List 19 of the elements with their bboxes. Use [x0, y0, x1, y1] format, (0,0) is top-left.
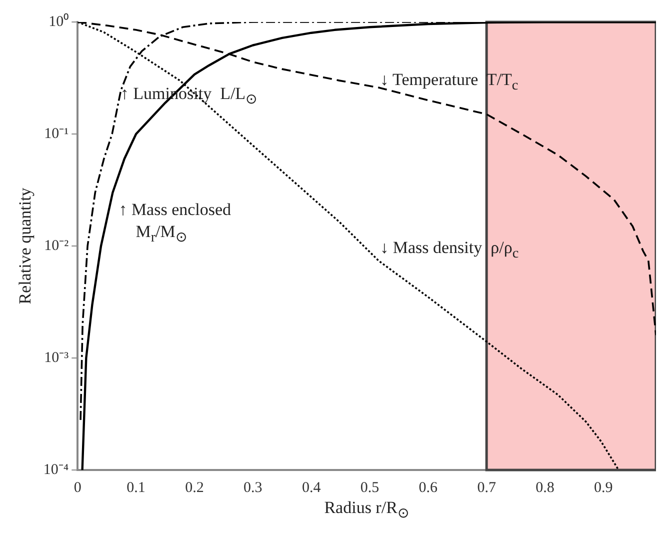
- annotation: ↑ Mass enclosed M$_{r}$/M$_{⊙}$: [118, 199, 232, 248]
- x-tick-label: 0.9: [594, 480, 613, 496]
- y-tick-label: 10⁻⁴: [43, 462, 69, 478]
- x-tick-label: 0.2: [185, 480, 204, 496]
- y-axis-title: Relative quantity: [16, 187, 35, 304]
- x-tick-label: 0.6: [418, 480, 438, 496]
- y-tick-label: 10⁻³: [44, 350, 70, 366]
- x-tick-label: 0.7: [477, 480, 496, 496]
- x-tick-label: 0.3: [244, 480, 262, 496]
- x-tick-label: 0: [74, 480, 82, 496]
- y-tick-label: 10⁻¹: [44, 126, 69, 142]
- y-tick-label: 10⁻²: [44, 238, 70, 254]
- x-axis-title: Radius r/R$_{⊙}$: [324, 498, 410, 522]
- annotation: ↓ Mass density ρ/ρ$_{c}$: [380, 237, 519, 264]
- x-tick-label: 0.5: [360, 480, 380, 496]
- y-tick-label: 10⁰: [48, 12, 69, 30]
- x-tick-label: 0.8: [536, 480, 554, 496]
- x-tick-label: 0.1: [126, 480, 146, 496]
- x-tick-label: 0.4: [302, 480, 322, 496]
